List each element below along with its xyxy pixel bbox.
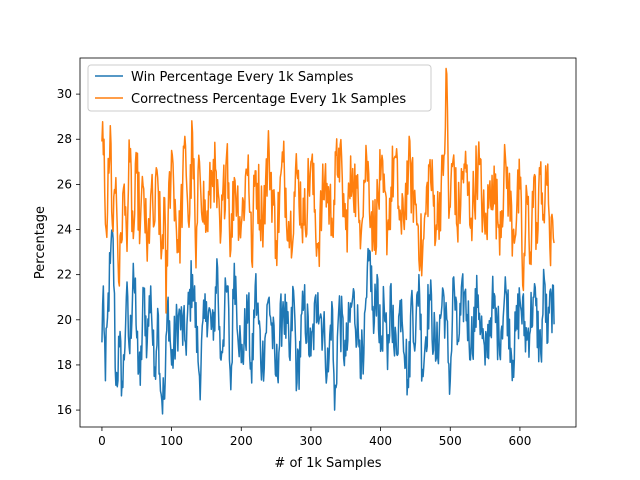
plot-frame [79,57,577,428]
y-tick-label: 20 [57,313,72,327]
y-tick-label: 28 [57,132,72,146]
legend-entry: Correctness Percentage Every 1k Samples [131,92,406,107]
legend: Win Percentage Every 1k Samples Correctne… [87,64,432,112]
series-line-correctness [101,67,555,314]
legend-box [87,64,432,112]
x-tick-label: 500 [439,434,462,448]
series-layer [101,67,555,415]
x-axis-label: # of 1k Samples [274,456,381,471]
y-axis: 16 18 20 22 24 26 28 30 [57,87,80,417]
x-tick-label: 100 [160,434,183,448]
y-tick-label: 16 [57,403,72,417]
series-line-win [101,228,555,415]
y-axis-label: Percentage [33,206,48,279]
y-tick-label: 22 [57,268,72,282]
x-tick-label: 600 [508,434,531,448]
y-tick-label: 30 [57,87,72,101]
y-tick-label: 24 [57,223,72,237]
x-tick-label: 400 [369,434,392,448]
y-tick-label: 18 [57,358,72,372]
x-axis: 0 100 200 300 400 500 600 [98,427,531,448]
y-tick-label: 26 [57,177,72,191]
legend-entry: Win Percentage Every 1k Samples [131,70,354,85]
x-tick-label: 0 [98,434,106,448]
x-tick-label: 200 [230,434,253,448]
x-tick-label: 300 [299,434,322,448]
